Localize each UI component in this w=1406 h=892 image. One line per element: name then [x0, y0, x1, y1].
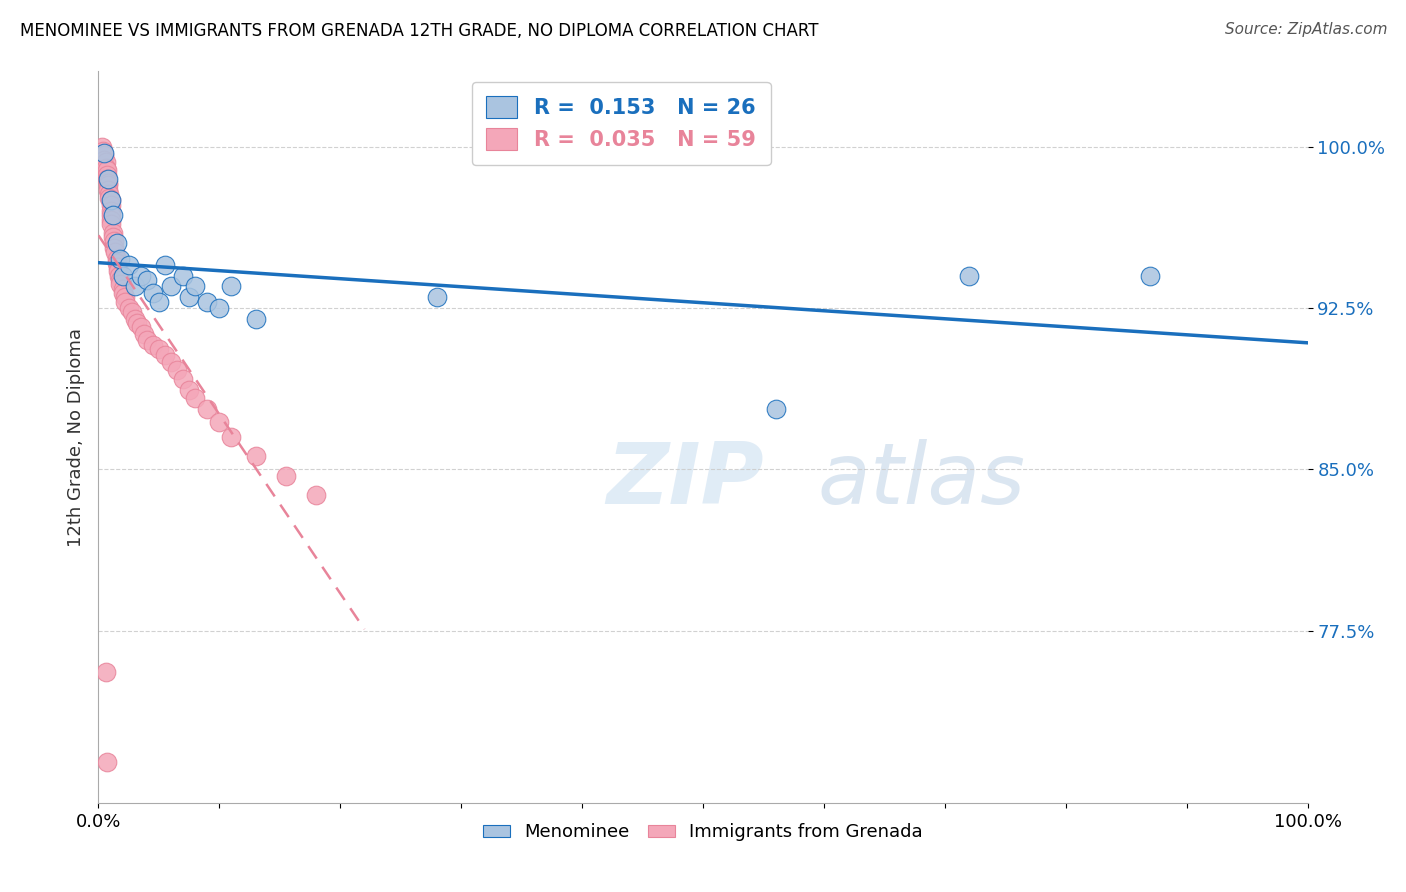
Point — [111, 282, 134, 296]
Point — [179, 290, 201, 304]
Point — [104, 245, 127, 260]
Point — [96, 163, 118, 178]
Point — [105, 256, 128, 270]
Point — [121, 305, 143, 319]
Point — [105, 236, 128, 251]
Point — [111, 285, 134, 300]
Point — [135, 333, 157, 347]
Point — [957, 268, 980, 283]
Text: atlas: atlas — [818, 440, 1026, 523]
Point — [1139, 268, 1161, 283]
Point — [97, 176, 120, 190]
Text: MENOMINEE VS IMMIGRANTS FROM GRENADA 12TH GRADE, NO DIPLOMA CORRELATION CHART: MENOMINEE VS IMMIGRANTS FROM GRENADA 12T… — [20, 22, 818, 40]
Point — [148, 342, 170, 356]
Y-axis label: 12th Grade, No Diploma: 12th Grade, No Diploma — [66, 327, 84, 547]
Point — [111, 268, 134, 283]
Point — [135, 273, 157, 287]
Point — [129, 320, 152, 334]
Point — [101, 226, 124, 240]
Point — [94, 161, 117, 176]
Point — [134, 326, 156, 341]
Point — [160, 355, 183, 369]
Point — [195, 294, 218, 309]
Point — [184, 392, 207, 406]
Point — [100, 194, 122, 208]
Point — [118, 258, 141, 272]
Point — [179, 383, 201, 397]
Point — [101, 209, 124, 223]
Point — [148, 294, 170, 309]
Point — [124, 279, 146, 293]
Point — [108, 268, 131, 283]
Point — [91, 139, 114, 153]
Point — [97, 172, 120, 186]
Text: Source: ZipAtlas.com: Source: ZipAtlas.com — [1225, 22, 1388, 37]
Point — [129, 268, 152, 283]
Point — [108, 252, 131, 266]
Point — [108, 273, 131, 287]
Legend: Menominee, Immigrants from Grenada: Menominee, Immigrants from Grenada — [475, 816, 931, 848]
Point — [118, 301, 141, 315]
Point — [91, 144, 114, 158]
Point — [96, 755, 118, 769]
Point — [765, 402, 787, 417]
Point — [105, 252, 128, 266]
Point — [96, 172, 118, 186]
Point — [101, 230, 124, 244]
Point — [221, 279, 243, 293]
Point — [142, 337, 165, 351]
Text: ZIP: ZIP — [606, 440, 763, 523]
Point — [100, 204, 122, 219]
Point — [103, 235, 125, 249]
Point — [127, 316, 149, 330]
Point — [245, 311, 267, 326]
Point — [100, 212, 122, 227]
Point — [245, 450, 267, 464]
Point — [166, 363, 188, 377]
Point — [94, 154, 117, 169]
Point — [142, 285, 165, 300]
Point — [208, 301, 231, 315]
Point — [195, 402, 218, 417]
Point — [160, 279, 183, 293]
Point — [98, 186, 121, 201]
Point — [97, 178, 120, 193]
Point — [100, 198, 122, 212]
Point — [184, 279, 207, 293]
Point — [208, 415, 231, 429]
Point — [274, 468, 297, 483]
Point — [93, 146, 115, 161]
Point — [103, 241, 125, 255]
Point — [93, 148, 115, 162]
Point — [221, 430, 243, 444]
Point — [98, 191, 121, 205]
Point — [107, 260, 129, 274]
Point — [172, 372, 194, 386]
Point — [305, 488, 328, 502]
Point — [153, 258, 176, 272]
Point — [94, 665, 117, 679]
Point — [124, 311, 146, 326]
Point — [96, 168, 118, 182]
Point — [426, 290, 449, 304]
Point — [100, 217, 122, 231]
Point — [172, 268, 194, 283]
Point — [153, 348, 176, 362]
Point — [114, 290, 136, 304]
Point — [100, 209, 122, 223]
Point — [114, 294, 136, 309]
Point — [100, 194, 122, 208]
Point — [107, 264, 129, 278]
Point — [93, 153, 115, 167]
Point — [97, 183, 120, 197]
Point — [108, 277, 131, 292]
